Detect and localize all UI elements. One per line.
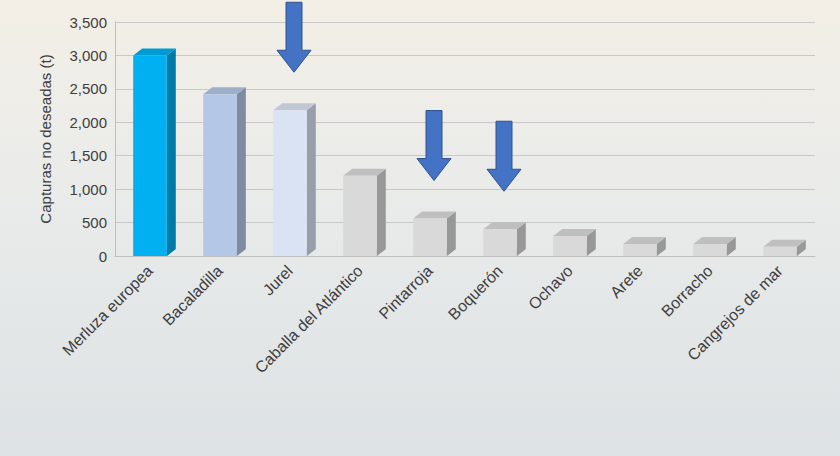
svg-text:1,500: 1,500 xyxy=(69,147,107,164)
svg-text:Pintarroja: Pintarroja xyxy=(376,262,436,322)
svg-text:Cangrejos de mar: Cangrejos de mar xyxy=(684,262,786,364)
svg-text:1,000: 1,000 xyxy=(69,181,107,198)
svg-text:Boquerón: Boquerón xyxy=(445,262,506,323)
svg-text:Capturas no deseadas (t): Capturas no deseadas (t) xyxy=(37,54,54,223)
svg-text:Caballa del Atlántico: Caballa del Atlántico xyxy=(252,262,367,377)
svg-text:3,500: 3,500 xyxy=(69,14,107,31)
svg-text:Borracho: Borracho xyxy=(658,262,716,320)
svg-text:2,000: 2,000 xyxy=(69,114,107,131)
svg-text:500: 500 xyxy=(82,214,107,231)
svg-text:Merluza europea: Merluza europea xyxy=(59,262,156,359)
svg-text:Jurel: Jurel xyxy=(259,262,296,299)
svg-text:3,000: 3,000 xyxy=(69,47,107,64)
svg-text:2,500: 2,500 xyxy=(69,80,107,97)
svg-text:0: 0 xyxy=(99,248,107,265)
svg-text:Arete: Arete xyxy=(607,262,646,301)
svg-text:Bacaladilla: Bacaladilla xyxy=(159,262,226,329)
svg-text:Ochavo: Ochavo xyxy=(525,262,576,313)
